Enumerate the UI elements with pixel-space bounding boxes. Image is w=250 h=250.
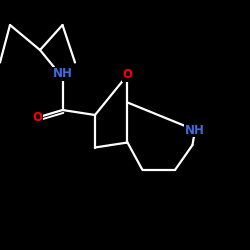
Text: NH: NH [52,67,72,80]
Text: NH: NH [185,124,205,136]
Text: O: O [32,111,42,124]
Text: O: O [122,68,132,82]
